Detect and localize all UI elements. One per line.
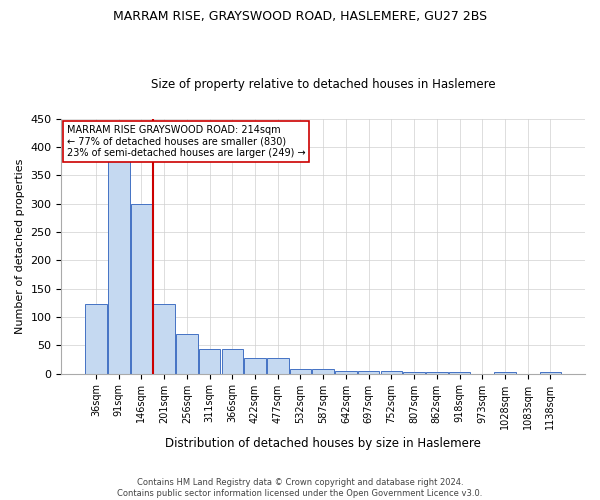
Bar xyxy=(494,372,516,374)
Bar xyxy=(199,349,220,374)
Text: MARRAM RISE GRAYSWOOD ROAD: 214sqm
← 77% of detached houses are smaller (830)
23: MARRAM RISE GRAYSWOOD ROAD: 214sqm ← 77%… xyxy=(67,125,305,158)
Bar xyxy=(449,372,470,374)
Bar xyxy=(244,358,266,374)
Bar xyxy=(221,349,243,374)
Bar xyxy=(380,370,402,374)
Bar xyxy=(335,370,357,374)
Y-axis label: Number of detached properties: Number of detached properties xyxy=(15,158,25,334)
Bar xyxy=(85,304,107,374)
Bar xyxy=(426,372,448,374)
Title: Size of property relative to detached houses in Haslemere: Size of property relative to detached ho… xyxy=(151,78,496,91)
Bar xyxy=(290,369,311,374)
Text: Contains HM Land Registry data © Crown copyright and database right 2024.
Contai: Contains HM Land Registry data © Crown c… xyxy=(118,478,482,498)
Bar xyxy=(131,204,152,374)
X-axis label: Distribution of detached houses by size in Haslemere: Distribution of detached houses by size … xyxy=(165,437,481,450)
Bar xyxy=(176,334,197,374)
Bar xyxy=(267,358,289,374)
Bar xyxy=(154,304,175,374)
Bar xyxy=(108,161,130,374)
Bar xyxy=(358,370,379,374)
Text: MARRAM RISE, GRAYSWOOD ROAD, HASLEMERE, GU27 2BS: MARRAM RISE, GRAYSWOOD ROAD, HASLEMERE, … xyxy=(113,10,487,23)
Bar xyxy=(403,372,425,374)
Bar xyxy=(313,369,334,374)
Bar xyxy=(539,372,561,374)
